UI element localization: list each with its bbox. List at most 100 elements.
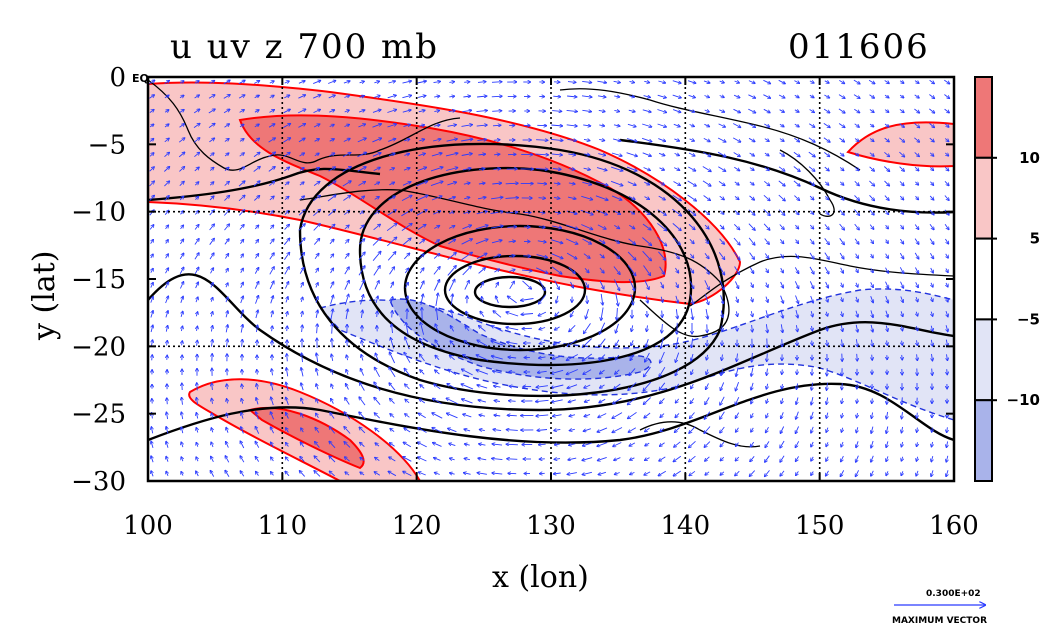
wind-vector	[717, 151, 726, 157]
wind-vector	[689, 281, 693, 288]
wind-vector	[224, 181, 230, 186]
wind-vector	[569, 169, 575, 170]
wind-vector	[193, 138, 200, 143]
wind-vector	[626, 152, 638, 157]
wind-vector	[402, 238, 411, 246]
wind-vector	[477, 96, 487, 97]
wind-vector	[719, 81, 725, 83]
wind-vector	[763, 209, 770, 215]
wind-vector	[343, 139, 350, 142]
wind-vector	[944, 180, 949, 185]
wind-vector	[658, 251, 665, 260]
wind-vector	[856, 268, 858, 272]
y-tick-label: −20	[71, 332, 126, 362]
colorbar: 10 5 −5 −10	[974, 76, 1040, 483]
wind-vector	[301, 282, 303, 288]
colorbar-segment	[974, 237, 993, 321]
wind-vector	[537, 183, 546, 184]
wind-vector	[536, 254, 548, 258]
wind-vector	[446, 168, 458, 171]
wind-vector	[269, 95, 274, 97]
wind-vector	[299, 153, 305, 157]
wind-vector	[734, 81, 740, 83]
wind-vector	[226, 297, 228, 303]
wind-vector	[372, 110, 381, 113]
wind-vector	[269, 81, 274, 83]
wind-vector	[702, 180, 711, 186]
wind-vector	[359, 225, 364, 230]
wind-vector	[164, 196, 169, 201]
wind-vector	[658, 81, 665, 83]
wind-vector	[613, 266, 620, 275]
wind-vector	[567, 96, 577, 97]
wind-vector	[944, 138, 949, 141]
wind-vector	[793, 180, 800, 186]
wind-vector	[748, 80, 755, 84]
wind-vector	[688, 152, 695, 156]
wind-vector	[914, 166, 919, 171]
wind-vector	[298, 95, 305, 99]
wind-vector	[629, 96, 634, 97]
wind-vector	[239, 210, 244, 216]
wind-vector	[657, 123, 667, 127]
wind-vector	[718, 166, 725, 172]
wind-vector	[703, 81, 710, 83]
wind-vector	[917, 412, 918, 419]
wind-vector	[614, 239, 620, 244]
wind-vector	[809, 81, 814, 83]
wind-vector	[359, 96, 365, 98]
wind-vector	[209, 238, 215, 245]
wind-vector	[434, 240, 440, 244]
wind-vector	[734, 166, 739, 171]
wind-vector	[332, 339, 333, 348]
wind-vector	[401, 195, 412, 201]
wind-vector	[704, 253, 709, 258]
wind-vector	[778, 194, 785, 201]
wind-vector	[944, 166, 949, 171]
wind-vector	[689, 238, 694, 243]
vector-key-caption: MAXIMUM VECTOR	[892, 616, 987, 626]
wind-vector	[646, 295, 648, 303]
wind-vector	[494, 269, 499, 273]
wind-vector	[871, 253, 873, 258]
wind-vector	[482, 297, 483, 303]
wind-vector	[733, 94, 740, 98]
wind-vector	[839, 181, 844, 185]
wind-vector	[448, 239, 455, 245]
wind-vector	[239, 153, 245, 157]
wind-vector	[313, 109, 321, 114]
wind-vector	[359, 280, 365, 291]
wind-vector	[507, 459, 518, 460]
wind-vector	[286, 297, 288, 303]
wind-vector	[856, 282, 858, 287]
wind-vector	[628, 110, 635, 112]
wind-vector	[403, 168, 410, 170]
wind-vector	[462, 110, 471, 111]
wind-vector	[180, 296, 183, 303]
wind-vector	[493, 140, 500, 141]
wind-vector	[208, 109, 215, 114]
wind-vector	[763, 108, 770, 112]
wind-vector	[734, 281, 738, 288]
wind-vector	[749, 252, 755, 260]
wind-vector	[672, 80, 681, 84]
wind-vector	[254, 225, 258, 230]
wind-vector	[287, 326, 288, 332]
wind-vector	[149, 167, 155, 172]
wind-vector	[566, 125, 578, 126]
wind-vector	[386, 237, 396, 247]
wind-vector	[688, 94, 696, 97]
wind-vector	[314, 139, 320, 142]
wind-vector	[824, 166, 829, 171]
x-tick-label: 140	[661, 511, 711, 541]
colorbar-label: 5	[1030, 230, 1040, 248]
wind-vector	[766, 296, 768, 303]
wind-vector	[389, 182, 394, 185]
wind-vector	[344, 267, 349, 275]
wind-vector	[491, 96, 502, 97]
wind-vector	[718, 123, 726, 127]
wind-vector	[238, 181, 245, 187]
wind-vector	[539, 294, 546, 304]
wind-vector	[855, 253, 859, 259]
wind-vector	[431, 196, 442, 201]
